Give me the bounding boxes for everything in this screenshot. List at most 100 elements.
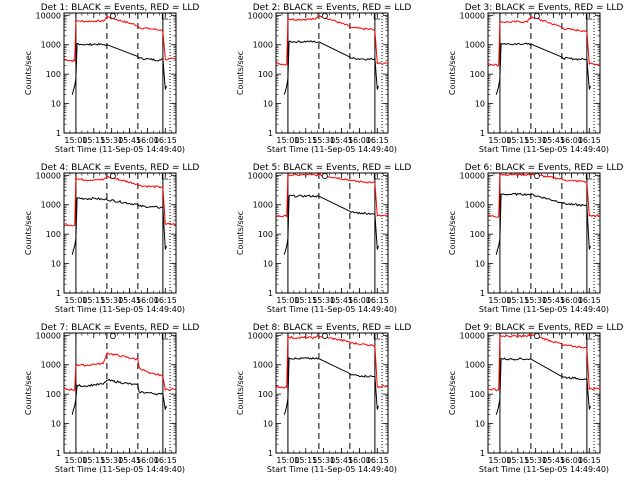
x-tick-label: 15:30: [100, 136, 123, 145]
x-tick-label: 16:00: [136, 456, 159, 465]
y-tick-label: 1000: [465, 201, 485, 210]
x-tick-label: 15:00: [64, 136, 87, 145]
lld-series-line: [275, 14, 389, 66]
panel-6: Det 6: BLACK = Events, RED = LLD 1 10 100 10…: [448, 163, 623, 314]
saa-marker: [321, 332, 328, 339]
x-axis-label: Start Time (11-Sep-05 14:49:40): [267, 305, 397, 314]
x-tick-label: 15:30: [524, 136, 547, 145]
panel-1: Det 1: BLACK = Events, RED = LLD 1 10 100 10…: [24, 3, 199, 154]
x-tick-label: 15:15: [294, 456, 317, 465]
panel-5: Det 5: BLACK = Events, RED = LLD 1 10 100 10…: [236, 163, 411, 314]
plot-frame: [487, 332, 601, 454]
events-series-line: [283, 356, 379, 415]
events-series-line: [71, 378, 167, 415]
panel-title: Det 3: BLACK = Events, RED = LLD: [465, 3, 624, 13]
lld-series-line: [487, 16, 600, 67]
x-tick-label: 15:30: [524, 296, 547, 305]
x-tick-label: 15:45: [542, 456, 565, 465]
y-tick-label: 1: [56, 449, 61, 458]
y-tick-label: 1000: [41, 201, 61, 210]
corner-marker: [373, 14, 381, 20]
y-tick-label: 10: [475, 420, 485, 429]
plot-frame: [63, 172, 177, 294]
y-tick-label: 100: [258, 230, 273, 239]
x-tick-label: 15:45: [330, 296, 353, 305]
x-axis-label: Start Time (11-Sep-05 14:49:40): [55, 145, 185, 154]
x-tick-label: 16:00: [560, 136, 583, 145]
y-tick-label: 100: [470, 230, 485, 239]
x-tick-label: 15:15: [82, 296, 105, 305]
y-tick-label: 100: [46, 230, 61, 239]
lld-series-line: [275, 173, 389, 218]
y-axis-label: Counts/sec: [448, 211, 457, 255]
y-tick-label: 1: [268, 289, 273, 298]
x-tick-label: 16:00: [348, 296, 371, 305]
panel-title: Det 9: BLACK = Events, RED = LLD: [465, 323, 624, 333]
y-tick-label: 1000: [465, 41, 485, 50]
x-tick-label: 16:15: [154, 136, 177, 145]
x-axis-label: Start Time (11-Sep-05 14:49:40): [267, 465, 397, 474]
x-tick-label: 15:45: [118, 456, 141, 465]
y-axis-label: Counts/sec: [24, 371, 33, 415]
corner-marker: [585, 174, 593, 180]
panel-3: Det 3: BLACK = Events, RED = LLD 1 10 100 10…: [448, 3, 623, 154]
panel-title: Det 4: BLACK = Events, RED = LLD: [41, 163, 200, 173]
x-tick-label: 15:15: [506, 296, 529, 305]
panel-7: Det 7: BLACK = Events, RED = LLD 1 10 100 10…: [24, 323, 199, 474]
y-tick-label: 10000: [460, 331, 485, 340]
events-series-line: [71, 42, 167, 95]
y-tick-label: 10: [475, 100, 485, 109]
panel-title: Det 7: BLACK = Events, RED = LLD: [41, 323, 200, 333]
x-tick-label: 15:00: [488, 296, 511, 305]
x-tick-label: 15:00: [488, 456, 511, 465]
saa-marker: [533, 172, 540, 179]
plot-frame: [275, 12, 389, 134]
y-tick-label: 10000: [248, 11, 273, 20]
x-tick-label: 16:15: [154, 296, 177, 305]
x-tick-label: 16:15: [154, 456, 177, 465]
x-tick-label: 16:15: [366, 136, 389, 145]
x-tick-label: 15:00: [276, 136, 299, 145]
x-tick-label: 15:30: [312, 136, 335, 145]
panel-4: Det 4: BLACK = Events, RED = LLD 1 10 100 10…: [24, 163, 199, 314]
x-tick-label: 15:00: [488, 136, 511, 145]
corner-marker: [161, 334, 169, 340]
x-tick-label: 16:15: [578, 296, 601, 305]
y-axis-label: Counts/sec: [236, 371, 245, 415]
corner-marker: [585, 14, 593, 20]
y-axis-label: Counts/sec: [236, 211, 245, 255]
y-tick-label: 10000: [248, 171, 273, 180]
y-tick-label: 10: [263, 420, 273, 429]
y-tick-label: 1000: [41, 41, 61, 50]
panel-title: Det 2: BLACK = Events, RED = LLD: [253, 3, 412, 13]
y-tick-label: 10: [263, 100, 273, 109]
x-tick-label: 15:15: [82, 136, 105, 145]
y-tick-label: 100: [258, 70, 273, 79]
plot-frame: [275, 172, 389, 294]
y-tick-label: 10: [51, 420, 61, 429]
y-tick-label: 1000: [253, 201, 273, 210]
saa-marker: [109, 12, 116, 19]
corner-marker: [373, 174, 381, 180]
x-tick-label: 16:00: [560, 456, 583, 465]
x-tick-label: 16:15: [366, 296, 389, 305]
y-tick-label: 10000: [36, 11, 61, 20]
y-tick-label: 1: [480, 289, 485, 298]
y-axis-label: Counts/sec: [24, 51, 33, 95]
y-axis-label: Counts/sec: [448, 51, 457, 95]
x-axis-label: Start Time (11-Sep-05 14:49:40): [267, 145, 397, 154]
y-tick-label: 10000: [36, 171, 61, 180]
saa-marker: [109, 172, 116, 179]
x-tick-label: 15:15: [294, 296, 317, 305]
saa-marker: [321, 12, 328, 19]
saa-marker: [533, 12, 540, 19]
events-series-line: [283, 40, 379, 95]
y-tick-label: 1: [480, 129, 485, 138]
y-tick-label: 10000: [460, 171, 485, 180]
x-axis-label: Start Time (11-Sep-05 14:49:40): [55, 465, 185, 474]
plot-frame: [63, 12, 177, 134]
y-axis-label: Counts/sec: [24, 211, 33, 255]
events-series-line: [495, 42, 591, 95]
events-series-line: [71, 196, 167, 255]
